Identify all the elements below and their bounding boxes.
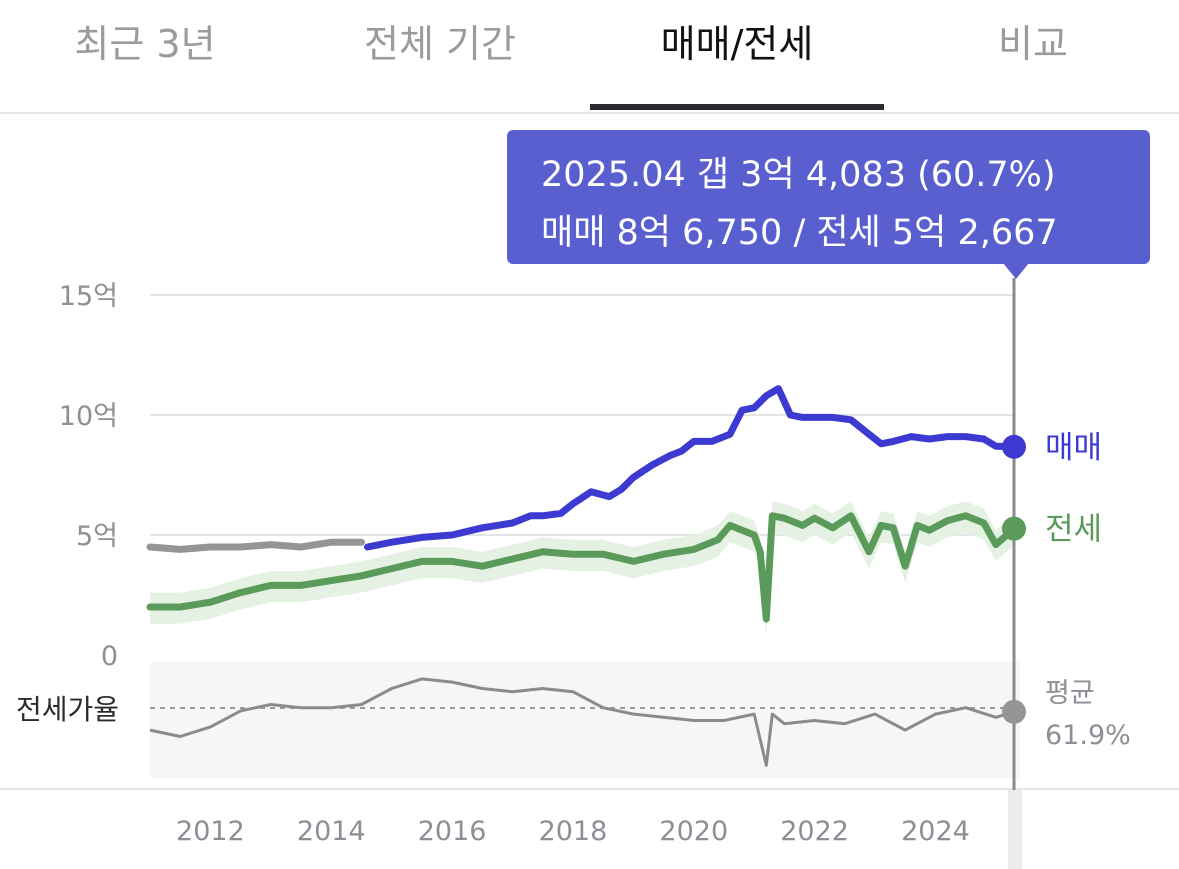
jeonse-range-band — [150, 501, 1014, 636]
tooltip-pointer — [1003, 263, 1029, 279]
tab-all-period[interactable]: 전체 기간 — [364, 22, 516, 66]
y-tick-label: 10억 — [59, 401, 118, 432]
x-tick-label: 2012 — [176, 816, 245, 847]
tab-sale-jeonse[interactable]: 매매/전세 — [660, 22, 814, 66]
ratio-average-value: 61.9% — [1045, 720, 1131, 751]
sale-endpoint — [1002, 434, 1026, 459]
tooltip-gap-line: 2025.04 갭 3억 4,083 (60.7%) — [541, 155, 1056, 195]
y-tick-label: 15억 — [59, 281, 118, 312]
y-tick-label: 0 — [101, 641, 118, 672]
tooltip-price-line: 매매 8억 6,750 / 전세 5억 2,667 — [541, 213, 1058, 253]
tab-recent-3y[interactable]: 최근 3년 — [74, 22, 216, 66]
ratio-label: 전세가율 — [16, 693, 119, 726]
jeonse-endpoint — [1002, 516, 1026, 541]
y-tick-label: 5억 — [76, 521, 118, 552]
x-tick-label: 2018 — [539, 816, 608, 847]
sale-series-label: 매매 — [1045, 430, 1102, 466]
x-tick-label: 2020 — [659, 816, 728, 847]
x-tick-label: 2014 — [297, 816, 366, 847]
sale-line — [364, 385, 1018, 551]
x-tick-label: 2016 — [418, 816, 487, 847]
highlight-track — [1008, 790, 1022, 869]
active-tab-indicator — [590, 104, 884, 110]
ratio-endpoint — [1002, 699, 1026, 724]
jeonse-series-label: 전세 — [1045, 512, 1102, 548]
price-tooltip: 2025.04 갭 3억 4,083 (60.7%) 매매 8억 6,750 /… — [507, 130, 1150, 264]
ratio-panel — [150, 662, 1020, 778]
ratio-average-label: 평균 — [1045, 678, 1095, 709]
sale-line-early — [146, 538, 365, 553]
tab-bar: 최근 3년 전체 기간 매매/전세 비교 — [0, 0, 1179, 114]
x-tick-label: 2022 — [780, 816, 849, 847]
x-tick-label: 2024 — [901, 816, 970, 847]
jeonse-line — [146, 512, 1018, 623]
tab-compare[interactable]: 비교 — [998, 22, 1068, 66]
ratio-line — [149, 677, 1015, 767]
